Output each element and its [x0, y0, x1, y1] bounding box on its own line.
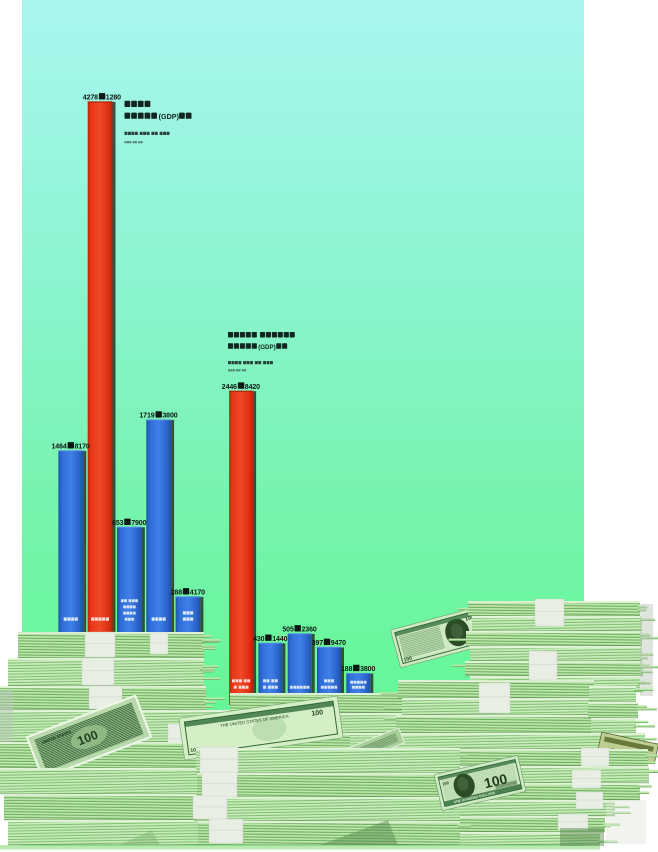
- svg-text:(GDP): (GDP): [159, 112, 180, 121]
- svg-text:430: 430: [253, 636, 265, 643]
- svg-text:505: 505: [282, 627, 294, 634]
- svg-text:853: 853: [112, 520, 124, 527]
- svg-text:1440: 1440: [272, 636, 287, 643]
- svg-text:100: 100: [403, 656, 413, 664]
- svg-text:2360: 2360: [302, 627, 317, 634]
- svg-text:100: 100: [442, 780, 450, 787]
- svg-text:4278: 4278: [83, 95, 98, 102]
- svg-text:8420: 8420: [245, 384, 260, 391]
- svg-text:100: 100: [311, 709, 324, 718]
- svg-text:2446: 2446: [222, 384, 237, 391]
- svg-text:8170: 8170: [75, 444, 90, 451]
- svg-text:100: 100: [465, 615, 475, 623]
- svg-text:1464: 1464: [52, 444, 67, 451]
- svg-text:288: 288: [171, 590, 183, 597]
- svg-text:3800: 3800: [162, 413, 177, 420]
- svg-text:7900: 7900: [131, 520, 146, 527]
- svg-text:(GDP): (GDP): [258, 344, 276, 351]
- svg-text:100: 100: [75, 728, 100, 749]
- svg-text:3800: 3800: [360, 666, 375, 673]
- svg-text:1280: 1280: [106, 95, 121, 102]
- svg-text:1719: 1719: [139, 413, 154, 420]
- svg-text:397: 397: [312, 640, 324, 647]
- svg-text:188: 188: [341, 666, 353, 673]
- svg-text:100: 100: [190, 747, 199, 754]
- svg-text:4170: 4170: [190, 590, 205, 597]
- svg-text:9470: 9470: [331, 640, 346, 647]
